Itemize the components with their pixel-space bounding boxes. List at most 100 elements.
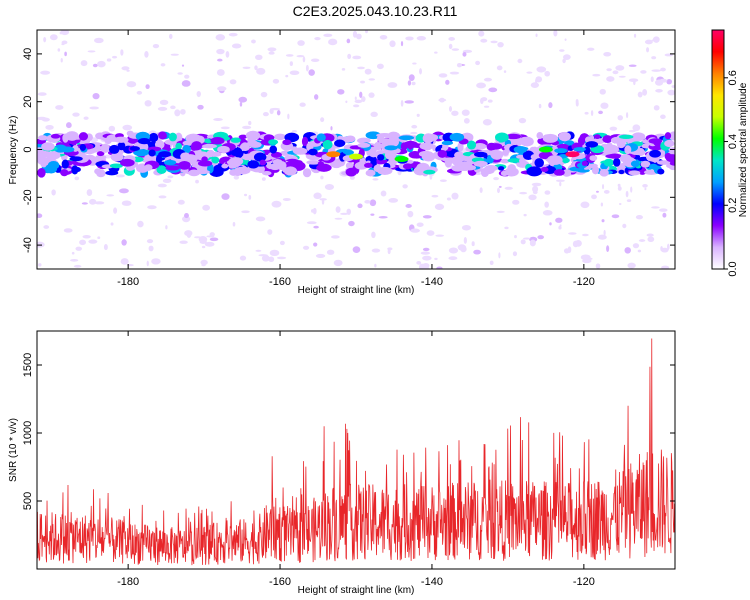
spectrogram-speck <box>463 118 470 124</box>
spectrogram-panel: -180 -160 -140 -120 -40 -20 0 20 40 Height of s… <box>8 29 676 296</box>
spectrogram-blob <box>165 165 180 171</box>
spectrogram-speck <box>627 262 636 269</box>
spectrogram-speck <box>660 247 669 253</box>
x-tick-label: -160 <box>269 576 291 588</box>
spectrogram-blob <box>284 161 293 168</box>
spectrogram-speck <box>520 239 526 245</box>
spectrogram-blob <box>618 169 625 175</box>
spectrogram-speck <box>480 38 488 43</box>
spectrogram-speck <box>651 39 659 42</box>
spectrogram-speck <box>603 229 606 236</box>
spectrogram-blob <box>649 149 661 158</box>
spectrogram-speck <box>136 90 143 95</box>
spectrogram-blob <box>542 133 559 143</box>
spectrogram-speck <box>408 74 415 81</box>
spectrogram-speck <box>324 184 335 190</box>
spectrogram-blob <box>283 166 298 176</box>
spectrogram-blob <box>45 163 58 174</box>
spectrogram-speck <box>314 36 321 41</box>
spectrogram-speck <box>45 124 54 130</box>
x-tick-label: -140 <box>421 276 443 288</box>
spectrogram-speck <box>591 194 597 200</box>
spectrogram-speck <box>55 105 64 110</box>
spectrogram-speck <box>526 71 533 74</box>
spectrogram-blob <box>603 158 614 167</box>
spectrogram-blob <box>316 133 326 142</box>
spectrogram-speck <box>434 51 438 54</box>
spectrogram-blob <box>109 163 123 169</box>
spectrogram-speck <box>80 60 88 67</box>
spectrogram-speck <box>488 87 498 93</box>
spectrogram-speck <box>308 69 315 76</box>
spectrogram-speck <box>285 74 289 78</box>
spectrogram-speck <box>402 184 408 189</box>
spectrogram-speck <box>416 36 427 41</box>
spectrogram-blob <box>480 169 489 177</box>
spectrogram-speck <box>476 82 486 89</box>
spectrogram-blob <box>226 159 239 166</box>
spectrogram-speck <box>503 70 507 73</box>
spectrogram-speck <box>480 97 488 102</box>
spectrogram-speck <box>568 232 577 235</box>
spectrogram-speck <box>61 40 68 45</box>
spectrogram-speck <box>196 90 201 98</box>
spectrogram-speck <box>352 246 361 254</box>
spectrogram-blob <box>547 155 563 165</box>
spectrogram-blob <box>104 137 112 145</box>
spectrogram-blob <box>407 140 414 150</box>
spectrogram-speck <box>618 75 626 78</box>
spectrogram-hotspot <box>394 156 409 163</box>
spectrogram-speck <box>181 80 191 87</box>
spectrogram-blob <box>148 149 156 157</box>
spectrogram-blob <box>376 135 385 142</box>
spectrogram-speck <box>195 179 199 184</box>
spectrogram-speck <box>651 206 660 209</box>
spectrogram-speck <box>320 175 324 180</box>
spectrogram-blob <box>164 159 177 166</box>
colorbar-tick-label: 0.0 <box>727 261 739 276</box>
spectrogram-blob <box>129 146 141 151</box>
spectrogram-speck <box>221 193 230 200</box>
spectrogram-speck <box>628 78 639 83</box>
spectrogram-speck <box>368 92 375 98</box>
spectrogram-blob <box>618 134 634 140</box>
spectrogram-speck <box>346 208 352 215</box>
spectrogram-blob <box>602 135 613 144</box>
spectrogram-speck <box>347 53 352 59</box>
spectrogram-speck <box>646 47 650 53</box>
spectrogram-blob <box>301 136 309 147</box>
spectrogram-speck <box>348 220 355 227</box>
spectrogram-speck <box>422 215 432 219</box>
spectrogram-speck <box>146 260 149 267</box>
spectrogram-speck <box>157 106 168 111</box>
spectrogram-speck <box>647 236 655 243</box>
spectrogram-speck <box>660 114 666 120</box>
spectrogram-speck <box>92 63 98 68</box>
spectrogram-speck <box>463 236 467 244</box>
spectrogram-speck <box>63 228 73 233</box>
spectrogram-speck <box>74 176 80 181</box>
spectrogram-blob <box>174 132 183 143</box>
spectrogram-speck <box>361 96 366 103</box>
snr-frame <box>36 330 676 570</box>
spectrogram-speck <box>306 221 317 225</box>
spectrogram-speck <box>368 78 376 81</box>
spectrogram-speck <box>165 225 168 230</box>
spectrogram-blob <box>581 160 589 167</box>
spectrogram-speck <box>239 101 243 107</box>
spectrogram-speck <box>562 58 566 64</box>
spectrogram-blob <box>217 145 230 154</box>
spectrogram-speck <box>380 190 387 197</box>
spectrogram-blob <box>613 157 621 167</box>
spectrogram-speck <box>287 113 290 120</box>
spectrogram-speck <box>126 81 137 88</box>
spectrogram-speck <box>177 72 183 75</box>
spectrogram-speck <box>94 37 104 44</box>
spectrogram-blob <box>178 161 191 170</box>
spectrogram-speck <box>429 173 433 180</box>
spectrogram-speck <box>41 117 50 122</box>
spectrogram-speck <box>606 76 615 82</box>
spectrogram-blob <box>247 160 260 169</box>
spectrogram-speck <box>59 31 63 35</box>
spectrogram-speck <box>660 67 666 72</box>
